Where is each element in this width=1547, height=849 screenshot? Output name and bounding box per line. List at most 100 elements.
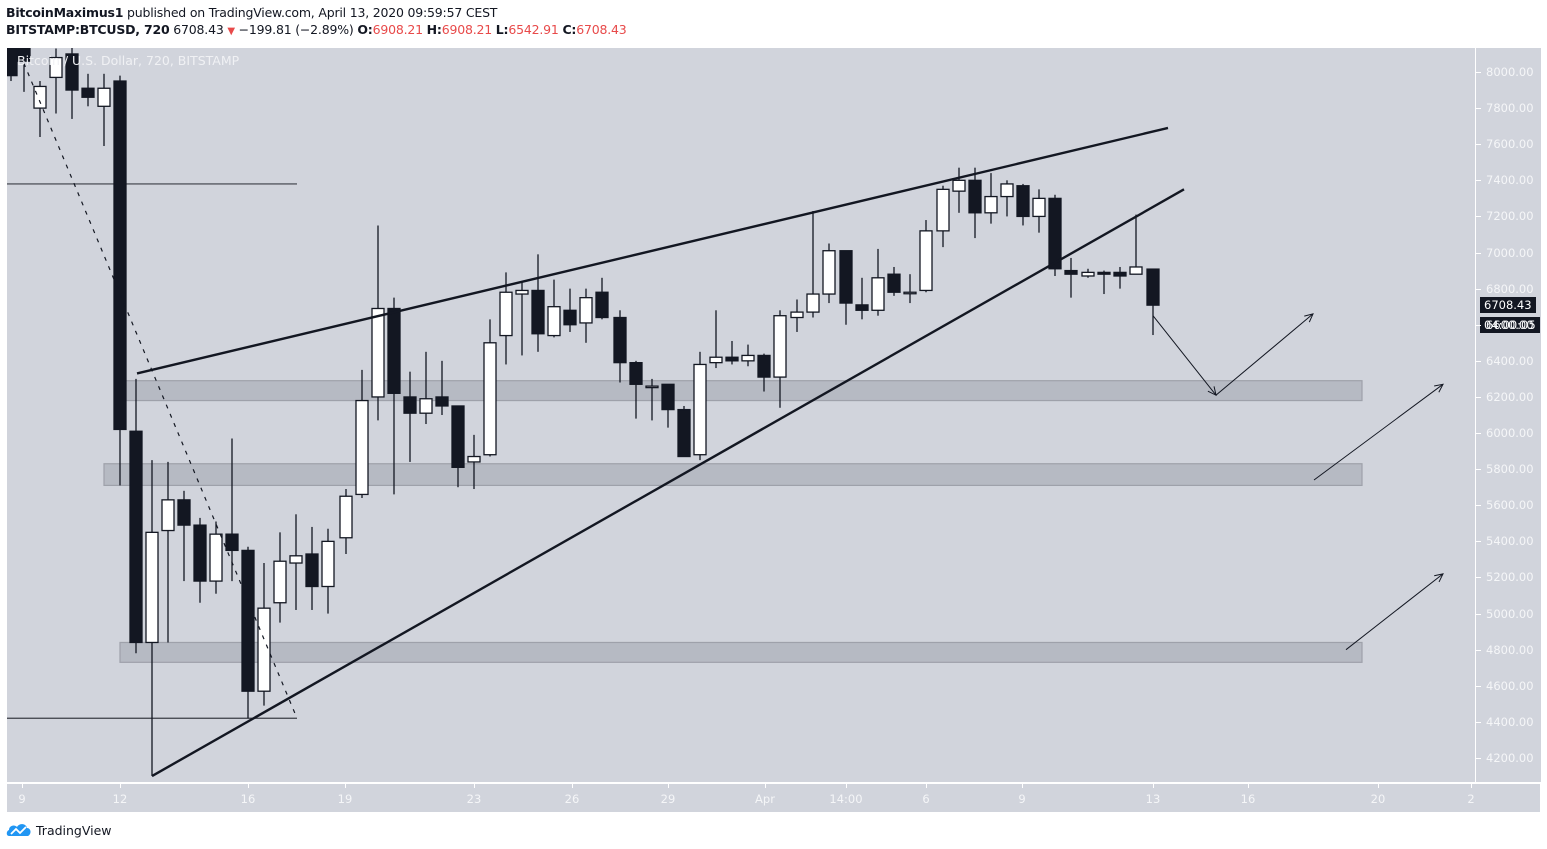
candle-down: [839, 250, 853, 304]
y-tick: [1476, 577, 1481, 579]
candle-down: [613, 316, 627, 364]
candle-up: [806, 293, 820, 313]
x-tick-label: 14:00: [829, 792, 863, 806]
chart-watermark: Bitcoin / U.S. Dollar, 720, BITSTAMP: [17, 53, 240, 68]
y-tick-label: 5200.00: [1486, 570, 1534, 585]
candle-down: [531, 289, 545, 335]
y-tick: [1476, 541, 1481, 543]
tradingview-logo-icon: [6, 824, 31, 836]
candle-down: [1048, 197, 1062, 270]
arrowhead-icon: [1434, 383, 1444, 393]
candle-up: [161, 499, 175, 532]
x-tick: [22, 784, 23, 788]
y-tick-label: 6600.00: [1486, 317, 1534, 332]
candle-down: [241, 549, 255, 692]
y-tick-label: 8000.00: [1486, 65, 1534, 79]
candle-down: [403, 396, 417, 414]
candle-down: [1064, 269, 1078, 275]
y-tick: [1476, 721, 1481, 723]
candle-up: [1032, 197, 1046, 218]
candle-down: [177, 499, 191, 526]
y-tick-label: 4200.00: [1486, 751, 1534, 765]
candle-down: [725, 356, 739, 362]
candle-down: [7, 48, 18, 77]
candle-down: [193, 524, 207, 582]
candle-down: [435, 396, 449, 407]
candle-down: [1097, 271, 1111, 275]
y-tick-label: 7200.00: [1486, 209, 1534, 224]
x-tick: [1153, 784, 1154, 788]
candle-down: [129, 430, 143, 644]
candle-down: [113, 80, 127, 431]
x-tick: [1022, 784, 1023, 788]
candle-up: [822, 250, 836, 295]
chart-pane[interactable]: Bitcoin / U.S. Dollar, 720, BITSTAMP: [7, 48, 1475, 782]
y-tick: [1476, 396, 1481, 398]
y-tick-label: 4600.00: [1486, 678, 1534, 693]
ohlc-line: BITSTAMP:BTCUSD, 720 6708.43 ▼ −199.81 (…: [6, 21, 627, 40]
arrowhead-icon: [1207, 386, 1217, 397]
candle-up: [790, 311, 804, 319]
x-tick: [572, 784, 573, 788]
candle-up: [289, 555, 303, 564]
x-tick: [248, 784, 249, 788]
candle-down: [225, 533, 239, 552]
candle-up: [903, 291, 917, 295]
candle-up: [339, 495, 353, 539]
candle-up: [952, 179, 966, 192]
x-tick: [1471, 784, 1472, 788]
lower-wedge-trendline: [151, 188, 1185, 778]
high-value: 6908.21: [441, 22, 493, 37]
y-tick-label: 4800.00: [1486, 642, 1534, 657]
open-label: O:: [357, 22, 373, 37]
candle-down: [677, 408, 691, 458]
candle-up: [49, 56, 63, 79]
projection-arrow: [1345, 573, 1444, 651]
x-tick: [846, 784, 847, 788]
x-tick-label: 6: [922, 792, 930, 806]
price-axis[interactable]: 6708.43 04:00:05 8000.00 7800.00 7600.00 74…: [1475, 48, 1541, 782]
candle-up: [419, 398, 433, 414]
x-tick-label: 19: [337, 792, 353, 806]
candle-up: [709, 356, 723, 364]
projection-arrow: [1313, 383, 1444, 481]
candle-down: [629, 361, 643, 385]
candlestick-plot[interactable]: [7, 48, 1475, 782]
x-tick-label: 9: [1018, 792, 1026, 806]
y-tick-label: 5600.00: [1486, 498, 1534, 513]
x-tick: [765, 784, 766, 788]
y-tick-label: 7400.00: [1486, 173, 1534, 188]
y-tick: [1476, 685, 1481, 687]
upper-wedge-trendline: [136, 126, 1169, 375]
candle-up: [273, 560, 287, 604]
y-tick-label: 5800.00: [1486, 462, 1534, 477]
high-label: H:: [426, 22, 442, 37]
support-zone: [119, 641, 1363, 663]
tradingview-brand[interactable]: TradingView: [6, 822, 112, 838]
candle-up: [773, 315, 787, 378]
y-tick-label: 6000.00: [1486, 426, 1534, 441]
time-axis[interactable]: 9 12 16 19 23 26 29 Apr 14:00 6 9 13 16 20 2: [7, 783, 1540, 812]
candle-down: [305, 553, 319, 588]
y-tick: [1476, 613, 1481, 615]
candle-up: [579, 297, 593, 324]
candle-down: [387, 307, 401, 394]
y-tick: [1476, 288, 1481, 290]
candle-up: [355, 399, 369, 496]
x-tick-label: Apr: [755, 792, 775, 806]
candle-up: [97, 87, 111, 107]
chart-header: BitcoinMaximus1 published on TradingView…: [6, 4, 627, 40]
y-tick-label: 5400.00: [1486, 534, 1534, 549]
y-tick-label: 4400.00: [1486, 714, 1534, 729]
candle-up: [547, 306, 561, 337]
candle-down: [661, 383, 675, 411]
x-tick: [1378, 784, 1379, 788]
x-tick-label: 12: [112, 792, 128, 806]
candle-down: [1113, 271, 1127, 277]
y-tick: [1476, 180, 1481, 182]
low-value: 6542.91: [508, 22, 559, 37]
author-name[interactable]: BitcoinMaximus1: [6, 5, 124, 20]
publish-line: BitcoinMaximus1 published on TradingView…: [6, 4, 627, 21]
candle-up: [984, 195, 998, 214]
symbol-label: BITSTAMP:BTCUSD, 720: [6, 22, 170, 37]
